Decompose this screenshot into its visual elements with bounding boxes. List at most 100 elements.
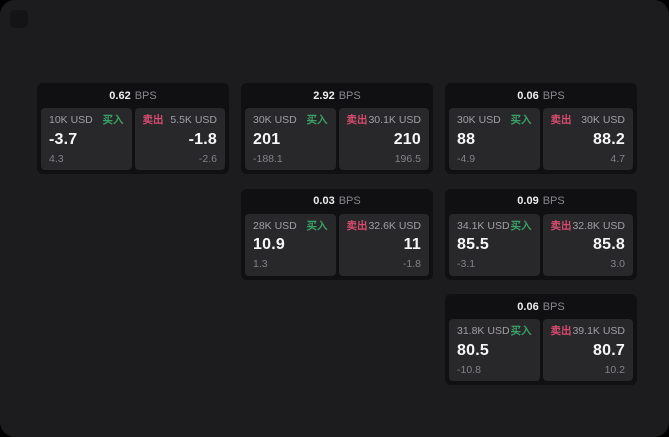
buy-panel-top: 30K USD 买入 [253, 115, 328, 126]
buy-price: 10.9 [253, 236, 285, 254]
quote-body: 10K USD 买入 -3.7 4.3 卖出 5.5K USD -1.8 -2.… [37, 108, 229, 174]
buy-badge: 买入 [510, 219, 532, 232]
quote-card: 0.06 BPS 31.8K USD 买入 80.5 -10.8 卖出 39.1… [445, 294, 637, 385]
sell-panel[interactable]: 卖出 39.1K USD 80.7 10.2 [542, 319, 633, 381]
buy-badge: 买入 [306, 114, 328, 126]
buy-panel[interactable]: 10K USD 买入 -3.7 4.3 [41, 108, 132, 170]
buy-amount: 34.1K USD [457, 219, 510, 232]
sell-amount: 5.5K USD [170, 114, 217, 126]
buy-amount: 28K USD [253, 219, 297, 232]
spread-header: 2.92 BPS [241, 83, 433, 108]
spread-value: 0.03 [313, 195, 335, 207]
spread-value: 0.62 [109, 89, 131, 102]
buy-panel[interactable]: 28K USD 买入 10.9 1.3 [245, 213, 336, 276]
buy-panel[interactable]: 34.1K USD 买入 85.5 -3.1 [449, 213, 540, 276]
sell-badge: 卖出 [550, 219, 572, 232]
sell-delta: 196.5 [394, 152, 421, 165]
sell-panel-top: 卖出 30K USD [551, 115, 626, 126]
spread-header: 0.62 BPS [37, 83, 229, 108]
buy-price: 88 [457, 130, 476, 148]
buy-panel[interactable]: 30K USD 买入 88 -4.9 [449, 108, 540, 170]
sell-amount: 32.8K USD [572, 219, 625, 232]
quote-card: 0.62 BPS 10K USD 买入 -3.7 4.3 卖出 5.5K USD [37, 83, 229, 174]
spread-value: 0.06 [517, 300, 539, 313]
buy-badge: 买入 [306, 219, 328, 232]
buy-badge: 买入 [510, 325, 532, 337]
sell-price: 85.8 [593, 236, 625, 254]
sell-amount: 30K USD [581, 114, 625, 126]
sell-panel-top: 卖出 32.6K USD [347, 219, 422, 232]
buy-panel[interactable]: 30K USD 买入 201 -188.1 [245, 108, 336, 170]
sell-amount: 32.6K USD [368, 219, 421, 232]
buy-panel-top: 31.8K USD 买入 [457, 326, 532, 337]
sell-amount: 30.1K USD [368, 114, 421, 126]
buy-panel-top: 34.1K USD 买入 [457, 219, 532, 232]
quote-body: 34.1K USD 买入 85.5 -3.1 卖出 32.8K USD 85.8… [445, 213, 637, 280]
sell-panel-top: 卖出 5.5K USD [143, 115, 218, 126]
spread-unit: BPS [338, 89, 361, 102]
sell-delta: 3.0 [610, 258, 625, 270]
sell-price: -1.8 [188, 130, 217, 148]
quote-body: 28K USD 买入 10.9 1.3 卖出 32.6K USD 11 -1.8 [241, 213, 433, 280]
sell-panel-top: 卖出 39.1K USD [551, 326, 626, 337]
buy-delta: -188.1 [253, 152, 283, 165]
spread-value: 0.09 [517, 195, 539, 207]
buy-delta: -4.9 [457, 152, 476, 165]
sell-panel-top: 卖出 32.8K USD [550, 219, 626, 232]
quote-card: 0.03 BPS 28K USD 买入 10.9 1.3 卖出 32.6K US… [241, 188, 433, 280]
buy-panel-top: 28K USD 买入 [253, 219, 328, 232]
buy-amount: 31.8K USD [457, 325, 510, 337]
spread-unit: BPS [542, 89, 565, 102]
spread-value: 2.92 [313, 89, 335, 102]
sell-panel[interactable]: 卖出 5.5K USD -1.8 -2.6 [134, 108, 225, 170]
buy-delta: -3.1 [457, 258, 476, 270]
buy-amount: 30K USD [457, 114, 501, 126]
sell-badge: 卖出 [346, 114, 368, 126]
sell-price: 210 [393, 130, 421, 148]
sell-panel[interactable]: 卖出 32.6K USD 11 -1.8 [338, 213, 429, 276]
buy-panel-top: 10K USD 买入 [49, 115, 124, 126]
sell-delta: -1.8 [402, 258, 421, 270]
buy-amount: 30K USD [253, 114, 297, 126]
sell-price: 88.2 [593, 130, 625, 148]
spread-unit: BPS [338, 195, 361, 207]
quote-grid: 0.62 BPS 10K USD 买入 -3.7 4.3 卖出 5.5K USD [37, 83, 637, 385]
sell-badge: 卖出 [550, 325, 572, 337]
buy-panel-top: 30K USD 买入 [457, 115, 532, 126]
buy-price: 80.5 [457, 341, 489, 359]
sell-amount: 39.1K USD [572, 325, 625, 337]
sell-panel[interactable]: 卖出 30.1K USD 210 196.5 [338, 108, 429, 170]
buy-badge: 买入 [510, 114, 532, 126]
spread-unit: BPS [134, 89, 157, 102]
buy-price: 85.5 [457, 236, 489, 254]
sell-panel[interactable]: 卖出 32.8K USD 85.8 3.0 [542, 213, 633, 276]
buy-delta: 4.3 [49, 152, 64, 165]
sell-badge: 卖出 [142, 114, 164, 126]
spread-value: 0.06 [517, 89, 539, 102]
sell-price: 11 [403, 236, 421, 254]
sell-panel[interactable]: 卖出 30K USD 88.2 4.7 [542, 108, 633, 170]
quote-card: 0.09 BPS 34.1K USD 买入 85.5 -3.1 卖出 32.8K… [445, 188, 637, 280]
sell-delta: -2.6 [198, 152, 217, 165]
buy-delta: 1.3 [253, 258, 268, 270]
spread-header: 0.06 BPS [445, 83, 637, 108]
quote-card: 0.06 BPS 30K USD 买入 88 -4.9 卖出 30K USD [445, 83, 637, 174]
spread-header: 0.03 BPS [241, 189, 433, 214]
app-icon[interactable] [10, 10, 28, 28]
sell-panel-top: 卖出 30.1K USD [347, 115, 422, 126]
quote-card: 2.92 BPS 30K USD 买入 201 -188.1 卖出 30.1K … [241, 83, 433, 174]
spread-unit: BPS [542, 300, 565, 313]
sell-badge: 卖出 [550, 114, 572, 126]
sell-delta: 4.7 [610, 152, 625, 165]
spread-unit: BPS [542, 195, 565, 207]
buy-badge: 买入 [102, 114, 124, 126]
quote-body: 31.8K USD 买入 80.5 -10.8 卖出 39.1K USD 80.… [445, 319, 637, 385]
sell-price: 80.7 [593, 341, 625, 359]
buy-delta: -10.8 [457, 363, 481, 376]
spread-header: 0.09 BPS [445, 189, 637, 214]
sell-delta: 10.2 [604, 363, 625, 376]
buy-amount: 10K USD [49, 114, 93, 126]
buy-panel[interactable]: 31.8K USD 买入 80.5 -10.8 [449, 319, 540, 381]
buy-price: -3.7 [49, 130, 78, 148]
